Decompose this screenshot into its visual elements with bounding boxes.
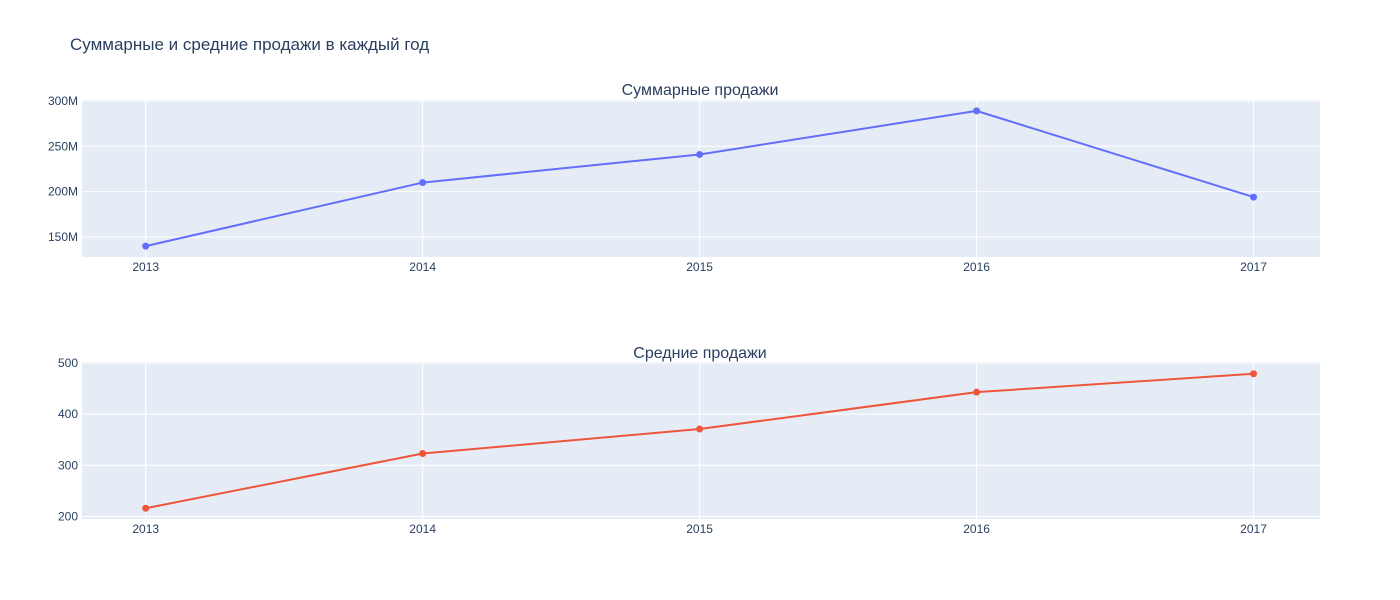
plot-area — [82, 362, 1320, 519]
data-point[interactable] — [1250, 193, 1258, 201]
tick-labels: 2013 2014 2015 2016 2017 200 300 400 500 — [58, 356, 1267, 536]
y-tick-label: 200 — [58, 509, 78, 523]
tick-labels: 2013 2014 2015 2016 2017 150M 200M 250M 300M — [48, 94, 1267, 274]
x-tick-label: 2017 — [1240, 522, 1267, 536]
plot-area — [82, 100, 1320, 257]
subplot-average-sales: 2013 2014 2015 2016 2017 200 300 400 500 Средние… — [58, 345, 1320, 536]
y-tick-label: 200M — [48, 185, 78, 199]
data-point[interactable] — [973, 388, 981, 396]
y-tick-label: 300 — [58, 458, 78, 472]
series-layer — [142, 107, 1258, 250]
subplot-title: Средние продажи — [633, 345, 766, 362]
subplot-total-sales: 2013 2014 2015 2016 2017 150M 200M 250M 300M Сум… — [48, 82, 1320, 274]
data-point[interactable] — [419, 179, 427, 187]
x-tick-label: 2015 — [686, 260, 713, 274]
figure-title: Суммарные и средние продажи в каждый год — [70, 35, 429, 54]
y-tick-label: 250M — [48, 139, 78, 153]
data-point[interactable] — [696, 150, 704, 158]
data-point[interactable] — [419, 450, 427, 458]
x-tick-label: 2016 — [963, 522, 990, 536]
x-tick-label: 2016 — [963, 260, 990, 274]
gridlines — [82, 100, 1320, 257]
x-tick-label: 2014 — [409, 260, 436, 274]
data-point[interactable] — [973, 107, 981, 115]
y-tick-label: 150M — [48, 230, 78, 244]
y-tick-label: 400 — [58, 407, 78, 421]
gridlines — [82, 362, 1320, 519]
x-tick-label: 2013 — [132, 260, 159, 274]
x-tick-label: 2014 — [409, 522, 436, 536]
y-tick-label: 300M — [48, 94, 78, 108]
data-point[interactable] — [142, 242, 150, 250]
x-tick-label: 2015 — [686, 522, 713, 536]
data-point[interactable] — [696, 425, 704, 433]
y-tick-label: 500 — [58, 356, 78, 370]
data-point[interactable] — [1250, 370, 1258, 378]
x-tick-label: 2017 — [1240, 260, 1267, 274]
data-point[interactable] — [142, 504, 150, 512]
subplot-title: Суммарные продажи — [622, 82, 779, 99]
x-tick-label: 2013 — [132, 522, 159, 536]
series-layer — [142, 370, 1258, 512]
